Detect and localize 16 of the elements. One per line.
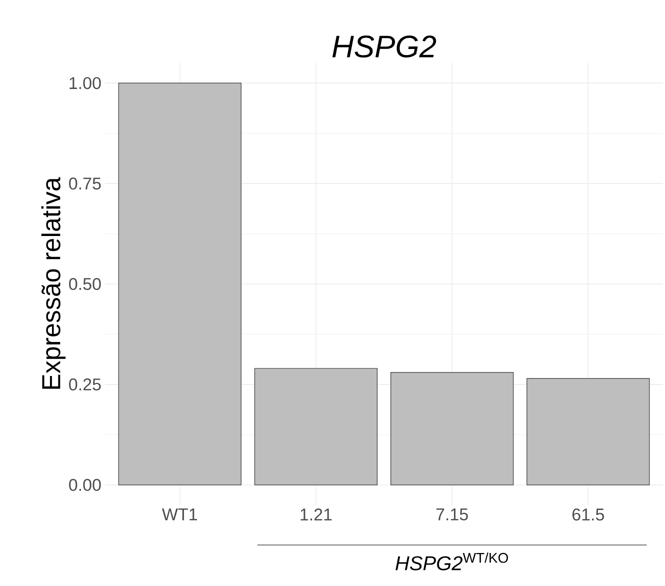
y-tick-label: 0.50 bbox=[69, 278, 101, 290]
bar bbox=[390, 372, 514, 486]
y-tick-label: 0.75 bbox=[69, 178, 101, 190]
x-tick-label: 61.5 bbox=[572, 508, 604, 521]
y-tick-label: 0.25 bbox=[69, 378, 101, 390]
x-tick-label: WT1 bbox=[162, 508, 197, 520]
x-axis-title: HSPG2$^{WT/KO}$ bbox=[396, 552, 508, 570]
y-tick-label: 1.00 bbox=[70, 77, 101, 90]
chart-title: HSPG2 bbox=[332, 36, 436, 58]
bar bbox=[118, 82, 242, 486]
x-tick-label: 1.21 bbox=[300, 508, 332, 520]
y-tick-label: 0.00 bbox=[69, 478, 101, 491]
bar bbox=[254, 368, 378, 486]
bar bbox=[526, 378, 650, 486]
y-axis-title: Expressão relativa bbox=[41, 177, 66, 389]
x-tick-label: 7.15 bbox=[436, 508, 468, 520]
